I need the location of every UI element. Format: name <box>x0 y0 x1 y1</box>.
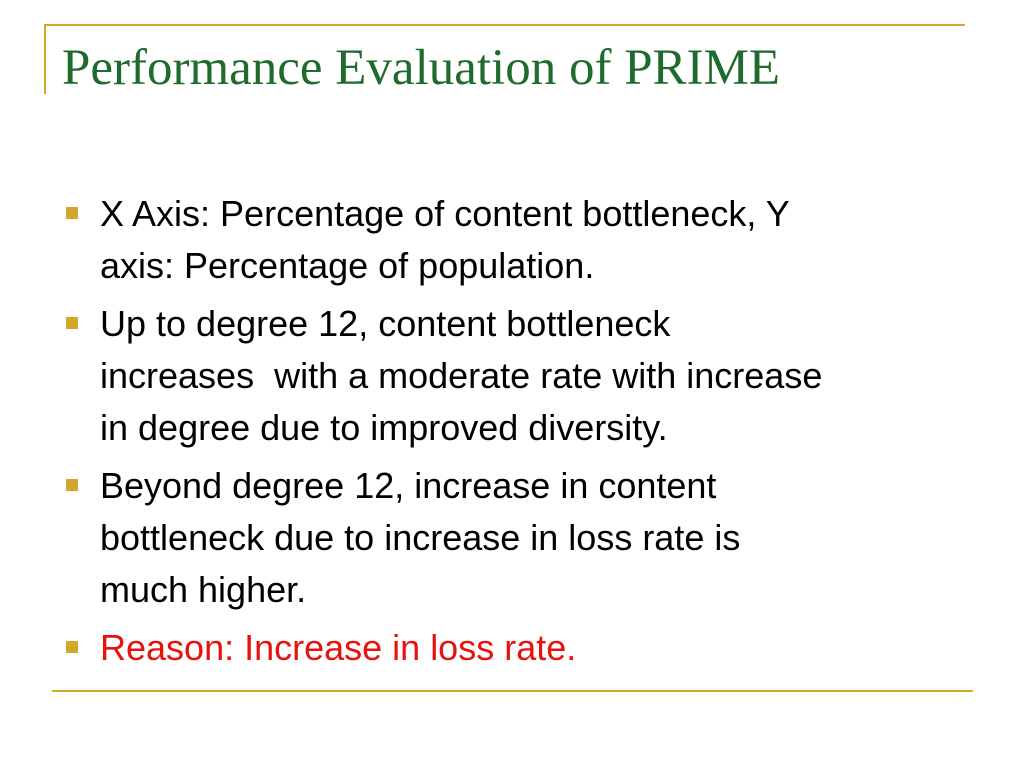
bullet-text-emphasis: Reason: Increase in loss rate. <box>100 627 577 668</box>
bullet-text: X Axis: Percentage of content bottleneck… <box>100 193 790 286</box>
square-bullet-icon <box>66 317 78 329</box>
bullet-item: Beyond degree 12, increase in content bo… <box>66 460 966 616</box>
square-bullet-icon <box>66 207 78 219</box>
bullet-item: Reason: Increase in loss rate. <box>66 622 966 674</box>
square-bullet-icon <box>66 641 78 653</box>
bullet-item: X Axis: Percentage of content bottleneck… <box>66 188 966 292</box>
bullet-item: Up to degree 12, content bottleneck incr… <box>66 298 966 454</box>
square-bullet-icon <box>66 479 78 491</box>
bullet-list: X Axis: Percentage of content bottleneck… <box>66 188 966 680</box>
bullet-text: Up to degree 12, content bottleneck incr… <box>100 303 823 448</box>
frame-vertical-line <box>44 24 46 94</box>
frame-top-line <box>44 24 965 26</box>
bullet-text: Beyond degree 12, increase in content bo… <box>100 465 741 610</box>
slide-title: Performance Evaluation of PRIME <box>62 40 781 96</box>
bottom-divider <box>52 690 973 692</box>
